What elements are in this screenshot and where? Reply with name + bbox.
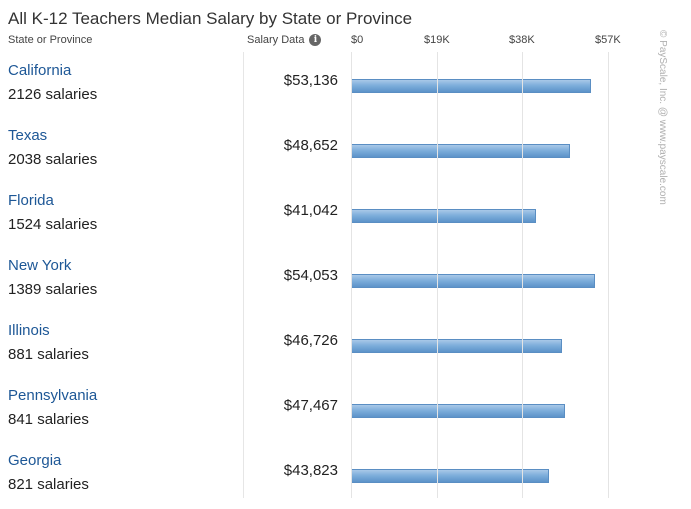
x-tick-label: $0	[351, 34, 364, 46]
watermark-text: © PayScale, Inc. @ www.payscale.com	[657, 30, 668, 205]
state-link[interactable]: Georgia	[8, 452, 62, 469]
salary-count: 881 salaries	[8, 346, 89, 363]
table-row: Illinois 881 salaries $46,726	[0, 314, 640, 379]
salary-bar[interactable]	[351, 144, 570, 158]
watermark: © PayScale, Inc. @ www.payscale.com	[656, 30, 668, 230]
chart-title: All K-12 Teachers Median Salary by State…	[8, 9, 413, 28]
column-divider	[243, 52, 244, 498]
table-row: Texas 2038 salaries $48,652	[0, 119, 640, 184]
salary-count: 821 salaries	[8, 476, 89, 493]
salary-count: 1524 salaries	[8, 216, 98, 233]
table-row: Georgia 821 salaries $43,823	[0, 444, 640, 509]
gridline	[608, 52, 609, 498]
salary-count: 841 salaries	[8, 411, 89, 428]
salary-value: $54,053	[283, 267, 338, 284]
table-row: Pennsylvania 841 salaries $47,467	[0, 379, 640, 444]
salary-bar[interactable]	[351, 404, 565, 418]
salary-count: 1389 salaries	[8, 281, 98, 298]
salary-bar[interactable]	[351, 209, 536, 223]
gridline	[437, 52, 438, 498]
state-link[interactable]: Texas	[8, 127, 48, 144]
state-column-header: State or Province	[8, 34, 93, 46]
table-row: New York 1389 salaries $54,053	[0, 249, 640, 314]
salary-bar[interactable]	[351, 274, 595, 288]
state-link[interactable]: New York	[8, 257, 72, 274]
salary-value: $41,042	[283, 202, 338, 219]
salary-value: $47,467	[283, 397, 338, 414]
salary-value: $53,136	[283, 72, 338, 89]
state-link[interactable]: Florida	[8, 192, 54, 209]
gridline	[522, 52, 523, 498]
x-tick-label: $57K	[595, 34, 621, 46]
salary-column-header: Salary Data i	[247, 34, 322, 46]
salary-bar[interactable]	[351, 339, 562, 353]
salary-value: $48,652	[283, 137, 338, 154]
salary-column-header-label: Salary Data	[247, 34, 305, 46]
state-link[interactable]: Illinois	[8, 322, 50, 339]
table-row: Florida 1524 salaries $41,042	[0, 184, 640, 249]
table-row: California 2126 salaries $53,136	[0, 54, 640, 119]
salary-bar[interactable]	[351, 469, 549, 483]
gridline	[351, 52, 352, 498]
salary-bar[interactable]	[351, 79, 591, 93]
salary-count: 2126 salaries	[8, 86, 98, 103]
state-link[interactable]: California	[8, 62, 72, 79]
salary-value: $43,823	[283, 462, 338, 479]
salary-count: 2038 salaries	[8, 151, 98, 168]
info-icon[interactable]: i	[309, 34, 322, 46]
x-tick-label: $38K	[509, 34, 535, 46]
salary-value: $46,726	[283, 332, 338, 349]
state-link[interactable]: Pennsylvania	[8, 387, 98, 404]
x-tick-label: $19K	[424, 34, 450, 46]
